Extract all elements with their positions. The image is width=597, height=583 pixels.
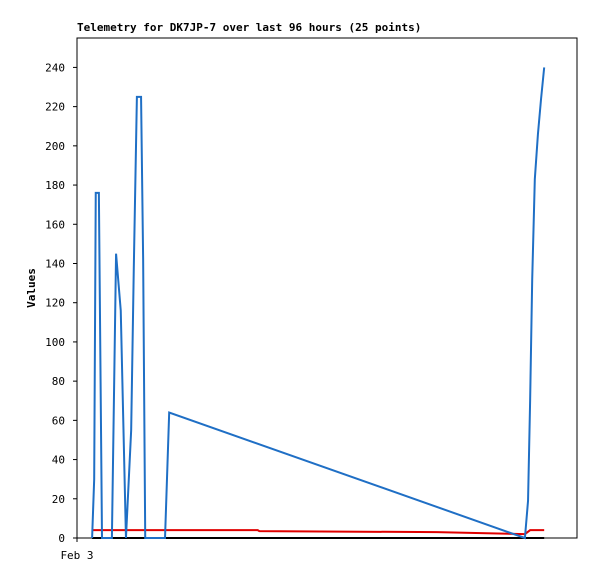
y-tick-label: 100 xyxy=(45,336,65,349)
chart-title: Telemetry for DK7JP-7 over last 96 hours… xyxy=(77,21,421,34)
plot-frame xyxy=(76,37,578,539)
y-tick-label: 40 xyxy=(52,454,65,467)
y-axis-label: Values xyxy=(25,268,38,308)
y-tick-label: 160 xyxy=(45,218,65,231)
series-line xyxy=(92,529,545,536)
y-tick-label: 120 xyxy=(45,297,65,310)
y-tick-label: 240 xyxy=(45,61,65,74)
series-line xyxy=(91,67,546,540)
y-tick-label: 20 xyxy=(52,493,65,506)
x-tick-label: Feb 3 xyxy=(60,549,93,562)
y-tick-label: 140 xyxy=(45,257,65,270)
y-tick-label: 180 xyxy=(45,179,65,192)
y-tick-label: 200 xyxy=(45,140,65,153)
y-tick-label: 220 xyxy=(45,101,65,114)
y-tick-label: 0 xyxy=(58,532,65,545)
y-tick-label: 60 xyxy=(52,414,65,427)
y-tick-label: 80 xyxy=(52,375,65,388)
